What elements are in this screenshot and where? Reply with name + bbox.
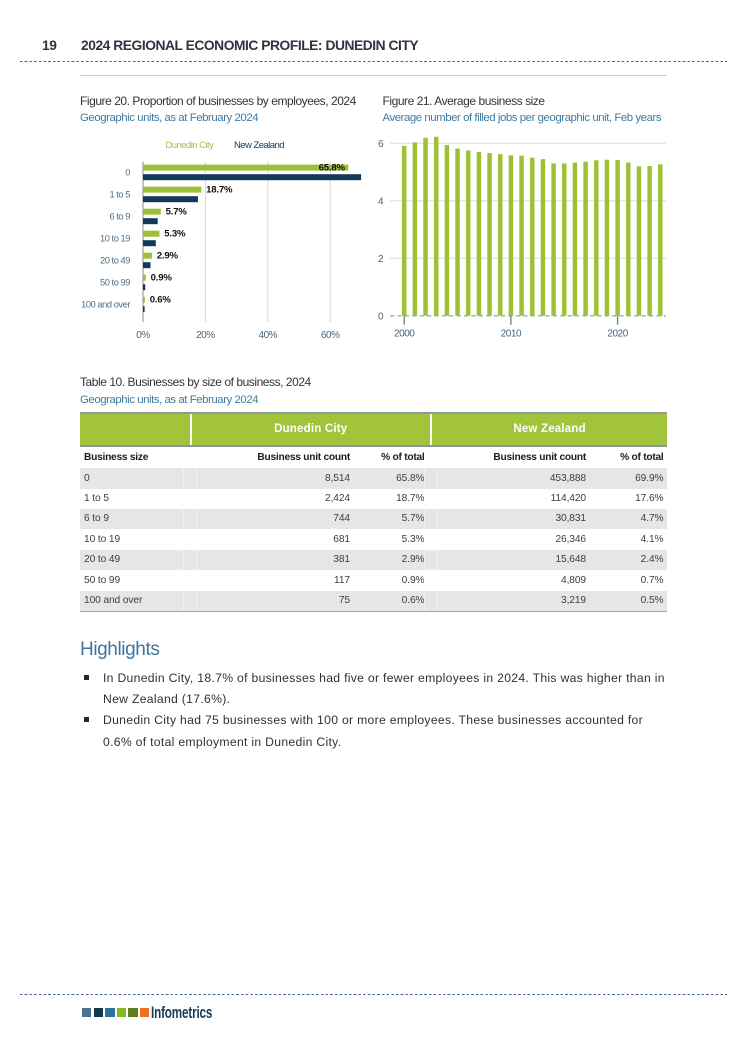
svg-text:20 to 49: 20 to 49 xyxy=(100,256,130,266)
svg-text:2.9%: 2.9% xyxy=(157,251,179,262)
svg-text:0.6%: 0.6% xyxy=(150,295,172,306)
svg-text:50 to 99: 50 to 99 xyxy=(100,278,130,288)
svg-text:60%: 60% xyxy=(321,330,340,341)
svg-text:5.3%: 5.3% xyxy=(164,229,186,240)
svg-text:2: 2 xyxy=(378,254,384,265)
svg-text:0: 0 xyxy=(378,311,384,322)
svg-text:6: 6 xyxy=(378,139,384,150)
svg-text:65.8%: 65.8% xyxy=(319,163,346,174)
svg-text:100 and over: 100 and over xyxy=(81,300,130,310)
svg-text:5.7%: 5.7% xyxy=(166,207,188,218)
svg-text:6 to 9: 6 to 9 xyxy=(109,212,130,222)
svg-text:0%: 0% xyxy=(136,330,150,341)
svg-text:0: 0 xyxy=(125,168,130,178)
svg-text:18.7%: 18.7% xyxy=(206,185,233,196)
svg-text:1 to 5: 1 to 5 xyxy=(109,190,130,200)
svg-text:2010: 2010 xyxy=(501,329,522,340)
svg-text:2000: 2000 xyxy=(394,329,415,340)
svg-text:4: 4 xyxy=(378,196,384,207)
svg-text:10 to 19: 10 to 19 xyxy=(100,234,130,244)
svg-text:20%: 20% xyxy=(196,330,215,341)
svg-text:2020: 2020 xyxy=(607,329,628,340)
svg-text:40%: 40% xyxy=(258,330,277,341)
svg-text:0.9%: 0.9% xyxy=(151,273,173,284)
